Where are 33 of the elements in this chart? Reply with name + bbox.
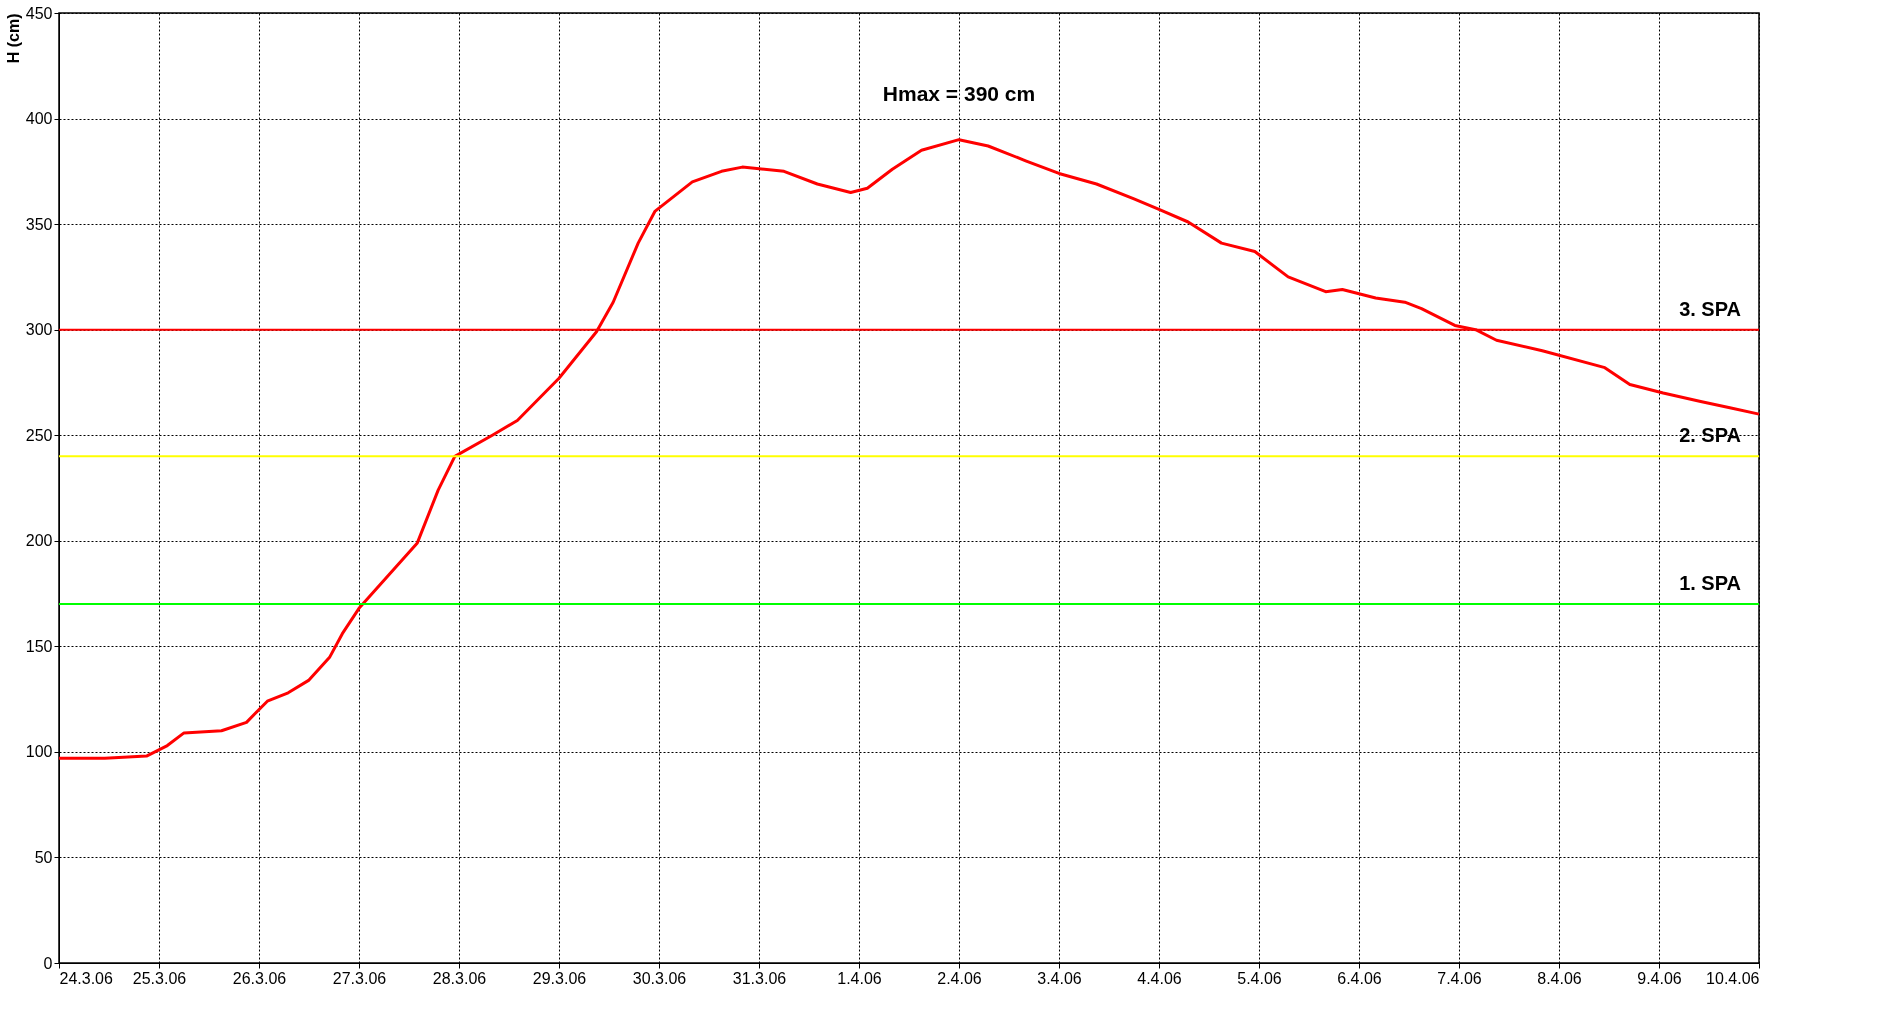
y-tick-label: 100 bbox=[25, 743, 53, 761]
ref-line-label: 1. SPA bbox=[1679, 572, 1741, 595]
x-tick-label: 25.3.06 bbox=[132, 969, 187, 987]
x-tick-label: 8.4.06 bbox=[1537, 969, 1582, 987]
y-tick-label: 0 bbox=[43, 954, 53, 972]
y-tick-label: 450 bbox=[25, 4, 53, 22]
x-tick-label: 27.3.06 bbox=[332, 969, 387, 987]
x-tick-label: 9.4.06 bbox=[1637, 969, 1682, 987]
y-tick-label: 300 bbox=[25, 321, 53, 339]
x-tick-label: 7.4.06 bbox=[1437, 969, 1482, 987]
y-tick-label: 250 bbox=[25, 426, 53, 444]
x-tick-label: 2.4.06 bbox=[937, 969, 982, 987]
annotation: Hmax = 390 cm bbox=[882, 81, 1036, 105]
y-tick-label: 150 bbox=[25, 637, 53, 655]
x-tick-label: 10.4.06 bbox=[1706, 969, 1760, 987]
x-tick-label: 29.3.06 bbox=[532, 969, 587, 987]
y-tick-label: 200 bbox=[25, 532, 53, 550]
x-tick-label: 5.4.06 bbox=[1237, 969, 1282, 987]
x-tick-label: 1.4.06 bbox=[837, 969, 882, 987]
x-tick-label: 4.4.06 bbox=[1137, 969, 1182, 987]
x-tick-label: 3.4.06 bbox=[1037, 969, 1082, 987]
x-tick-label: 6.4.06 bbox=[1337, 969, 1382, 987]
ref-line-label: 3. SPA bbox=[1679, 297, 1741, 320]
x-tick-label: 31.3.06 bbox=[732, 969, 787, 987]
x-tick-label: 24.3.06 bbox=[59, 969, 113, 987]
x-tick-label: 26.3.06 bbox=[232, 969, 287, 987]
y-axis-title: H (cm) bbox=[4, 13, 22, 64]
y-tick-label: 400 bbox=[25, 110, 53, 128]
y-tick-label: 350 bbox=[25, 215, 53, 233]
y-tick-label: 50 bbox=[34, 848, 53, 866]
x-tick-label: 28.3.06 bbox=[432, 969, 487, 987]
ref-line-label: 2. SPA bbox=[1679, 424, 1741, 447]
x-tick-label: 30.3.06 bbox=[632, 969, 687, 987]
